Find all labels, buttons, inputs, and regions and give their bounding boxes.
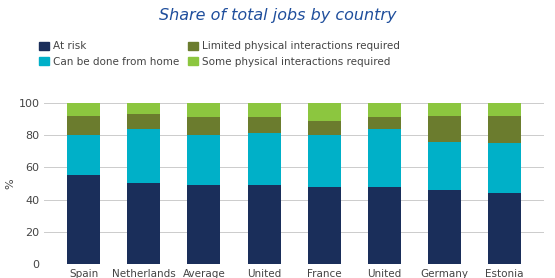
Bar bbox=[428, 142, 461, 190]
Legend: At risk, Can be done from home, Limited physical interactions required, Some phy: At risk, Can be done from home, Limited … bbox=[38, 41, 400, 66]
Bar bbox=[488, 143, 521, 193]
Bar bbox=[67, 135, 100, 175]
Bar bbox=[248, 117, 281, 133]
Bar bbox=[368, 187, 401, 264]
Bar bbox=[127, 103, 160, 114]
Bar bbox=[248, 133, 281, 185]
Bar bbox=[488, 193, 521, 264]
Bar bbox=[307, 135, 341, 187]
Bar bbox=[428, 103, 461, 116]
Bar bbox=[67, 103, 100, 116]
Text: Share of total jobs by country: Share of total jobs by country bbox=[159, 8, 396, 23]
Bar bbox=[488, 103, 521, 116]
Bar bbox=[67, 175, 100, 264]
Bar bbox=[127, 183, 160, 264]
Bar bbox=[248, 185, 281, 264]
Bar bbox=[368, 117, 401, 129]
Bar bbox=[307, 103, 341, 121]
Bar bbox=[368, 103, 401, 117]
Bar bbox=[488, 116, 521, 143]
Bar bbox=[188, 185, 220, 264]
Bar bbox=[127, 129, 160, 183]
Bar bbox=[428, 116, 461, 142]
Bar bbox=[428, 190, 461, 264]
Bar bbox=[188, 103, 220, 117]
Bar bbox=[307, 187, 341, 264]
Bar bbox=[307, 121, 341, 135]
Bar bbox=[368, 129, 401, 187]
Bar bbox=[67, 116, 100, 135]
Bar bbox=[248, 103, 281, 117]
Y-axis label: %: % bbox=[6, 178, 16, 189]
Bar bbox=[127, 114, 160, 129]
Bar bbox=[188, 135, 220, 185]
Bar bbox=[188, 117, 220, 135]
